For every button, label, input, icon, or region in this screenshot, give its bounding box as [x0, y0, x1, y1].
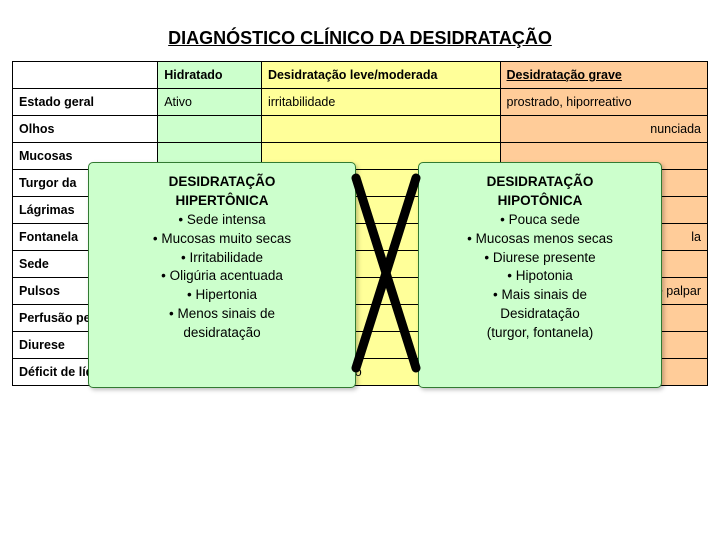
- overlay-bullet: • Sede intensa: [95, 211, 349, 230]
- overlay-bullet: • Oligúria acentuada: [95, 267, 349, 286]
- overlay-bullet: • Hipotonia: [425, 267, 655, 286]
- table-row: Estado geral Ativo irritabilidade prostr…: [13, 89, 708, 116]
- overlay-hipertonica: DESIDRATAÇÃO HIPERTÔNICA • Sede intensa …: [88, 162, 356, 388]
- cell-moderada: [261, 116, 500, 143]
- header-blank: [13, 62, 158, 89]
- page-title: DIAGNÓSTICO CLÍNICO DA DESIDRATAÇÃO: [0, 0, 720, 61]
- overlay-bullet: • Menos sinais de: [95, 305, 349, 324]
- cell-hidratado: [158, 116, 262, 143]
- header-hidratado: Hidratado: [158, 62, 262, 89]
- overlay-bullet: • Pouca sede: [425, 211, 655, 230]
- overlay-bullet: desidratação: [95, 324, 349, 343]
- row-label: Olhos: [13, 116, 158, 143]
- cell-grave: prostrado, hiporreativo: [500, 89, 707, 116]
- header-moderada: Desidratação leve/moderada: [261, 62, 500, 89]
- table-row: Olhos nunciada: [13, 116, 708, 143]
- overlay-bullet: • Irritabilidade: [95, 249, 349, 268]
- overlay-bullet: • Hipertonia: [95, 286, 349, 305]
- overlay-bullet: Desidratação: [425, 305, 655, 324]
- overlay-bullet: • Mais sinais de: [425, 286, 655, 305]
- row-label: Estado geral: [13, 89, 158, 116]
- overlay-title: DESIDRATAÇÃO: [95, 173, 349, 192]
- overlay-title: HIPOTÔNICA: [425, 192, 655, 211]
- overlay-bullet: • Mucosas menos secas: [425, 230, 655, 249]
- overlay-title: DESIDRATAÇÃO: [425, 173, 655, 192]
- header-row: Hidratado Desidratação leve/moderada Des…: [13, 62, 708, 89]
- overlay-bullet: • Mucosas muito secas: [95, 230, 349, 249]
- cell-moderada: irritabilidade: [261, 89, 500, 116]
- cell-grave: nunciada: [500, 116, 707, 143]
- overlay-bullet: • Diurese presente: [425, 249, 655, 268]
- header-grave: Desidratação grave: [500, 62, 707, 89]
- overlay-hipotonica: DESIDRATAÇÃO HIPOTÔNICA • Pouca sede • M…: [418, 162, 662, 388]
- cell-hidratado: Ativo: [158, 89, 262, 116]
- overlay-title: HIPERTÔNICA: [95, 192, 349, 211]
- overlay-bullet: (turgor, fontanela): [425, 324, 655, 343]
